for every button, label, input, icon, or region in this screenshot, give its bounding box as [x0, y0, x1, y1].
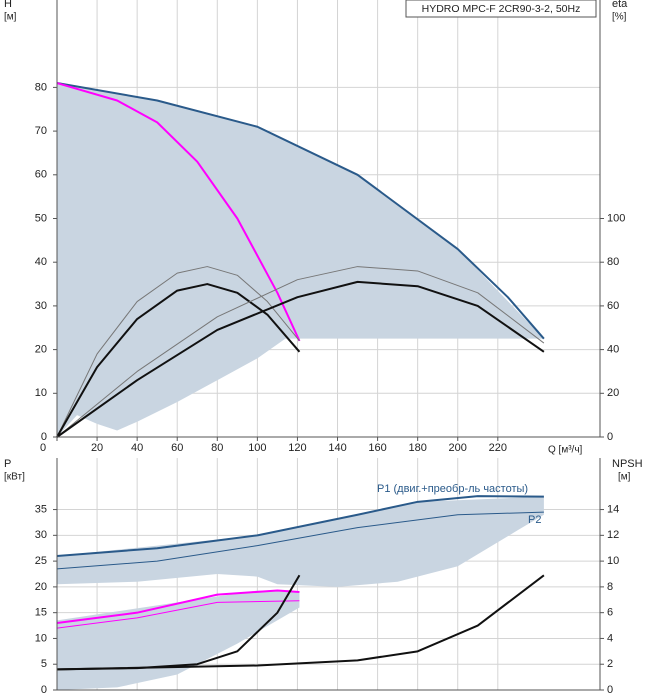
- series-label: P1 (двиг.+преобр-ль частоты): [377, 483, 528, 495]
- x-tick-label: 60: [171, 442, 183, 454]
- curve: [56, 574, 545, 671]
- y-tick-label: 40: [35, 256, 47, 268]
- curve: [56, 600, 300, 629]
- x-tick-label: 40: [131, 442, 143, 454]
- y-axis-unit: [м]: [4, 12, 17, 23]
- x-tick-label: 200: [449, 442, 467, 454]
- y2-tick-label: 8: [607, 581, 613, 593]
- y2-tick-label: 0: [607, 684, 613, 696]
- y2-tick-label: 2: [607, 658, 613, 670]
- y-tick-label: 30: [35, 300, 47, 312]
- y2-tick-label: 80: [607, 256, 619, 268]
- curve: [56, 266, 545, 438]
- x-tick-label: 120: [288, 442, 306, 454]
- curve: [56, 266, 300, 438]
- y2-tick-label: 40: [607, 344, 619, 356]
- y-tick-label: 0: [41, 684, 47, 696]
- y-tick-label: 60: [35, 169, 47, 181]
- curve: [56, 280, 545, 438]
- x-tick-label: 80: [211, 442, 223, 454]
- curve: [56, 82, 545, 340]
- y-axis-unit: [кВт]: [4, 472, 25, 483]
- y2-axis-unit: [м]: [618, 472, 631, 483]
- y2-tick-label: 100: [607, 212, 625, 224]
- y-tick-label: 5: [41, 658, 47, 670]
- y-tick-label: 10: [35, 387, 47, 399]
- y-tick-label: 50: [35, 212, 47, 224]
- y2-tick-label: 6: [607, 607, 613, 619]
- y-tick-label: 20: [35, 344, 47, 356]
- y-tick-label: 30: [35, 529, 47, 541]
- y2-tick-label: 60: [607, 300, 619, 312]
- operating-range: [57, 83, 544, 437]
- y-axis-label: P: [4, 458, 11, 470]
- y2-tick-label: 0: [607, 431, 613, 443]
- y-tick-label: 15: [35, 607, 47, 619]
- x-tick-label: 140: [328, 442, 346, 454]
- y-tick-label: 0: [41, 431, 47, 443]
- y2-axis-label: eta: [612, 0, 628, 10]
- y2-tick-label: 20: [607, 387, 619, 399]
- y-tick-label: 20: [35, 581, 47, 593]
- y-tick-label: 35: [35, 503, 47, 515]
- y-axis-label: H: [4, 0, 12, 10]
- curve: [56, 82, 301, 342]
- x-axis-label: Q [м³/ч]: [548, 445, 583, 456]
- series-label: P2: [528, 514, 541, 526]
- curve: [56, 495, 544, 557]
- curve: [56, 589, 300, 624]
- y2-tick-label: 10: [607, 555, 619, 567]
- y-tick-label: 25: [35, 555, 47, 567]
- x-tick-label: 220: [489, 442, 507, 454]
- y2-tick-label: 12: [607, 529, 619, 541]
- x-tick-label: 0: [40, 442, 46, 454]
- x-tick-label: 160: [368, 442, 386, 454]
- y2-axis-label: NPSH: [612, 458, 643, 470]
- x-tick-label: 180: [408, 442, 426, 454]
- chart-title: HYDRO MPC-F 2CR90-3-2, 50Hz: [422, 3, 581, 15]
- x-tick-label: 100: [248, 442, 266, 454]
- y-tick-label: 10: [35, 632, 47, 644]
- x-tick-label: 20: [91, 442, 103, 454]
- y-tick-label: 80: [35, 81, 47, 93]
- y2-axis-unit: [%]: [612, 12, 627, 23]
- title-box: [405, 0, 597, 18]
- curve: [56, 511, 544, 570]
- y2-tick-label: 4: [607, 632, 613, 644]
- y2-tick-label: 14: [607, 503, 619, 515]
- y-tick-label: 70: [35, 125, 47, 137]
